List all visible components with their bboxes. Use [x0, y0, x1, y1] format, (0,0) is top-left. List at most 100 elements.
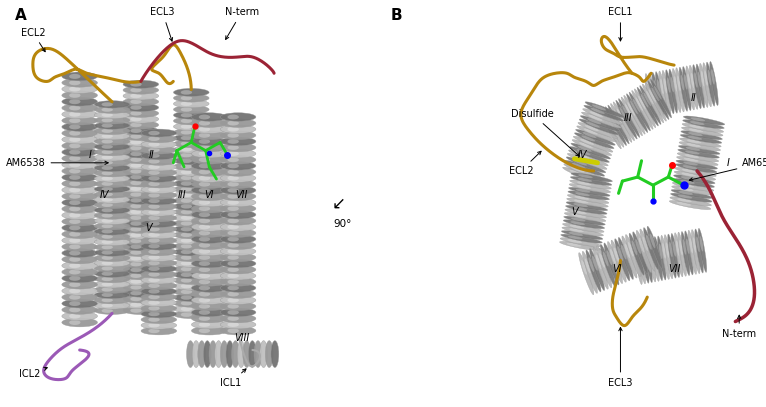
Ellipse shape	[62, 287, 97, 295]
Text: III: III	[624, 113, 633, 123]
Ellipse shape	[123, 173, 159, 181]
Ellipse shape	[130, 198, 142, 203]
Ellipse shape	[173, 117, 209, 125]
Ellipse shape	[141, 231, 177, 239]
Ellipse shape	[660, 79, 664, 94]
Ellipse shape	[682, 169, 696, 173]
Ellipse shape	[237, 341, 245, 368]
Text: VIII: VIII	[234, 333, 249, 343]
Ellipse shape	[94, 233, 130, 241]
Ellipse shape	[248, 341, 257, 368]
Ellipse shape	[638, 96, 646, 109]
Ellipse shape	[102, 192, 113, 197]
Ellipse shape	[102, 118, 113, 123]
Ellipse shape	[141, 327, 177, 335]
Ellipse shape	[62, 223, 97, 232]
Ellipse shape	[130, 244, 142, 249]
Ellipse shape	[149, 204, 159, 209]
Ellipse shape	[62, 204, 97, 213]
Ellipse shape	[682, 127, 723, 136]
Ellipse shape	[123, 237, 159, 245]
Ellipse shape	[102, 234, 113, 239]
Ellipse shape	[614, 239, 630, 281]
Ellipse shape	[228, 316, 239, 321]
Ellipse shape	[62, 211, 97, 220]
Ellipse shape	[62, 91, 97, 100]
Ellipse shape	[62, 261, 97, 270]
Ellipse shape	[682, 123, 724, 132]
Ellipse shape	[62, 318, 97, 327]
Ellipse shape	[130, 88, 142, 92]
Ellipse shape	[62, 305, 97, 314]
Ellipse shape	[570, 170, 584, 176]
Ellipse shape	[173, 208, 209, 216]
Ellipse shape	[192, 149, 227, 158]
Ellipse shape	[149, 312, 159, 316]
Ellipse shape	[123, 266, 159, 274]
Ellipse shape	[69, 257, 80, 262]
Ellipse shape	[198, 212, 210, 217]
Ellipse shape	[62, 148, 97, 157]
Ellipse shape	[585, 125, 599, 131]
Ellipse shape	[181, 164, 192, 169]
Ellipse shape	[181, 238, 192, 243]
Ellipse shape	[173, 88, 209, 96]
Ellipse shape	[69, 105, 80, 110]
Ellipse shape	[192, 174, 227, 182]
Ellipse shape	[198, 120, 210, 125]
Ellipse shape	[130, 94, 142, 98]
Ellipse shape	[149, 193, 159, 197]
Ellipse shape	[192, 235, 227, 243]
Ellipse shape	[62, 97, 97, 106]
Ellipse shape	[173, 254, 209, 262]
Ellipse shape	[695, 229, 703, 273]
Ellipse shape	[198, 322, 210, 327]
Ellipse shape	[149, 329, 159, 333]
Ellipse shape	[581, 116, 620, 131]
Ellipse shape	[94, 296, 130, 304]
Ellipse shape	[663, 243, 666, 258]
Ellipse shape	[221, 204, 256, 213]
Ellipse shape	[102, 113, 113, 117]
Ellipse shape	[149, 295, 159, 299]
Ellipse shape	[181, 312, 192, 317]
Ellipse shape	[69, 307, 80, 312]
Ellipse shape	[173, 305, 209, 313]
Ellipse shape	[141, 236, 177, 245]
Ellipse shape	[579, 119, 619, 135]
Ellipse shape	[221, 247, 256, 256]
Ellipse shape	[102, 282, 113, 287]
Ellipse shape	[173, 162, 209, 171]
Ellipse shape	[69, 244, 80, 249]
Ellipse shape	[141, 276, 177, 284]
Ellipse shape	[565, 209, 607, 218]
Ellipse shape	[102, 240, 113, 244]
Ellipse shape	[692, 237, 696, 253]
Text: ECL2: ECL2	[21, 28, 45, 52]
Ellipse shape	[710, 61, 719, 105]
Ellipse shape	[173, 151, 209, 159]
Ellipse shape	[123, 155, 159, 164]
Ellipse shape	[228, 249, 239, 254]
Ellipse shape	[181, 306, 192, 311]
Ellipse shape	[130, 82, 142, 87]
Ellipse shape	[181, 267, 192, 271]
Ellipse shape	[228, 176, 239, 181]
Ellipse shape	[647, 238, 656, 282]
Ellipse shape	[576, 185, 591, 189]
Ellipse shape	[130, 274, 142, 278]
Ellipse shape	[149, 216, 159, 220]
Ellipse shape	[62, 312, 97, 321]
Ellipse shape	[656, 79, 660, 95]
Ellipse shape	[677, 76, 681, 91]
Ellipse shape	[586, 122, 600, 128]
Ellipse shape	[618, 237, 633, 280]
Ellipse shape	[221, 229, 256, 237]
Ellipse shape	[624, 243, 630, 258]
Ellipse shape	[654, 236, 663, 281]
Ellipse shape	[198, 255, 210, 260]
Ellipse shape	[198, 115, 210, 120]
Ellipse shape	[62, 274, 97, 283]
Ellipse shape	[607, 250, 612, 265]
Ellipse shape	[149, 278, 159, 282]
